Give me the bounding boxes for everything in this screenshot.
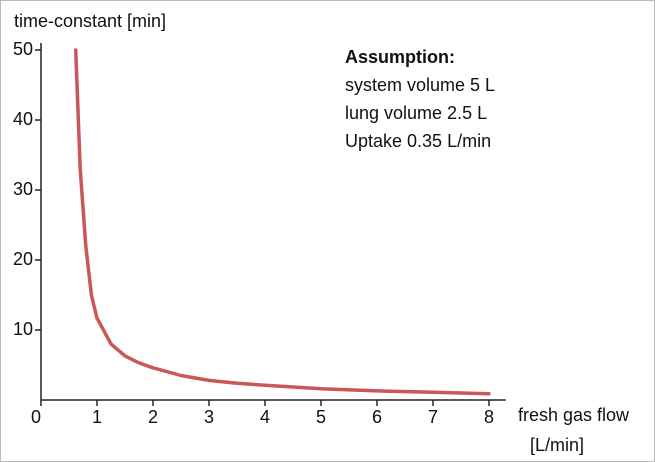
x-axis-label: fresh gas flow bbox=[518, 405, 630, 425]
y-tick-label: 40 bbox=[13, 109, 33, 129]
annotation-line: Uptake 0.35 L/min bbox=[345, 131, 491, 151]
y-tick-label: 10 bbox=[13, 319, 33, 339]
y-tick-label: 30 bbox=[13, 179, 33, 199]
x-tick-label: 8 bbox=[484, 407, 494, 427]
x-axis-label: [L/min] bbox=[530, 435, 584, 455]
annotation-line: lung volume 2.5 L bbox=[345, 103, 487, 123]
annotation-line: system volume 5 L bbox=[345, 75, 495, 95]
x-tick-label: 6 bbox=[372, 407, 382, 427]
y-tick-label: 50 bbox=[13, 39, 33, 59]
x-tick-label: 3 bbox=[204, 407, 214, 427]
x-tick-label: 7 bbox=[428, 407, 438, 427]
x-tick-label: 5 bbox=[316, 407, 326, 427]
y-tick-label: 20 bbox=[13, 249, 33, 269]
x-tick-label: 1 bbox=[92, 407, 102, 427]
y-axis-label: time-constant [min] bbox=[14, 11, 166, 31]
line-series bbox=[73, 48, 491, 396]
annotation-title: Assumption: bbox=[345, 47, 455, 67]
x-tick-label: 0 bbox=[31, 407, 41, 427]
x-tick-label: 2 bbox=[148, 407, 158, 427]
x-tick-label: 4 bbox=[260, 407, 270, 427]
